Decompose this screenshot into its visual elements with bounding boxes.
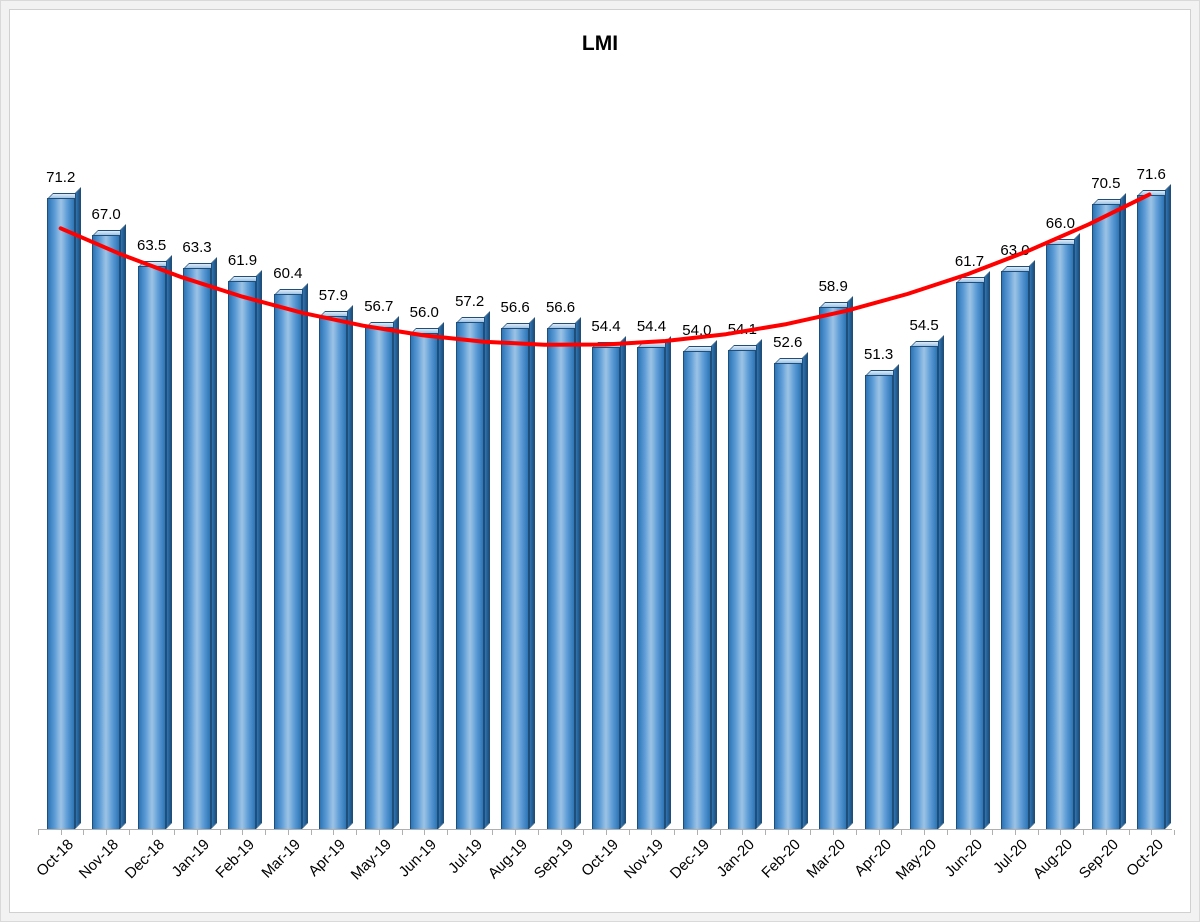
x-axis-label: Dec-18 [121, 836, 167, 882]
x-tick [492, 830, 493, 835]
x-tick [992, 830, 993, 835]
x-tick [152, 830, 153, 835]
x-tick [129, 830, 130, 835]
x-tick [1174, 830, 1175, 835]
x-tick [220, 830, 221, 835]
trendline-path [61, 195, 1150, 345]
x-tick [197, 830, 198, 835]
x-axis-label: Jul-19 [445, 836, 486, 877]
x-tick [1038, 830, 1039, 835]
x-tick [38, 830, 39, 835]
x-axis-label: Mar-19 [258, 836, 304, 882]
x-tick [424, 830, 425, 835]
x-tick [1151, 830, 1152, 835]
x-tick [833, 830, 834, 835]
x-tick [538, 830, 539, 835]
x-axis-label: Sep-20 [1076, 836, 1122, 882]
x-axis-label: Nov-18 [76, 836, 122, 882]
x-tick [970, 830, 971, 835]
x-tick [924, 830, 925, 835]
x-tick [606, 830, 607, 835]
x-tick [402, 830, 403, 835]
x-tick [947, 830, 948, 835]
x-axis-label: Aug-19 [485, 836, 531, 882]
x-tick [742, 830, 743, 835]
x-tick [333, 830, 334, 835]
x-tick [1106, 830, 1107, 835]
x-axis-label: Jun-20 [941, 836, 985, 880]
x-tick [561, 830, 562, 835]
x-tick [629, 830, 630, 835]
x-tick [788, 830, 789, 835]
chart-title: LMI [10, 32, 1190, 56]
x-tick [674, 830, 675, 835]
x-axis-label: Oct-20 [1123, 836, 1167, 880]
chart-panel: LMI 71.267.063.563.361.960.457.956.756.0… [9, 9, 1191, 913]
x-axis-label: Jun-19 [396, 836, 440, 880]
plot-area: 71.267.063.563.361.960.457.956.756.057.2… [38, 120, 1172, 830]
x-tick [879, 830, 880, 835]
chart-outer-frame: LMI 71.267.063.563.361.960.457.956.756.0… [0, 0, 1200, 922]
x-tick [901, 830, 902, 835]
x-axis-label: Mar-20 [804, 836, 850, 882]
x-tick [515, 830, 516, 835]
x-axis-label: Feb-19 [213, 836, 259, 882]
x-tick [765, 830, 766, 835]
x-tick [265, 830, 266, 835]
x-tick [1083, 830, 1084, 835]
x-tick [356, 830, 357, 835]
x-tick [288, 830, 289, 835]
x-axis-label: May-19 [347, 836, 394, 883]
x-tick [1015, 830, 1016, 835]
x-axis-label: Dec-19 [667, 836, 713, 882]
x-tick [1129, 830, 1130, 835]
x-axis-label: Feb-20 [758, 836, 804, 882]
x-axis-label: May-20 [893, 836, 940, 883]
x-tick [61, 830, 62, 835]
x-tick [651, 830, 652, 835]
x-tick [83, 830, 84, 835]
x-axis-label: Oct-18 [33, 836, 77, 880]
x-tick [856, 830, 857, 835]
x-axis-label: Apr-20 [851, 836, 895, 880]
x-tick [810, 830, 811, 835]
x-tick [470, 830, 471, 835]
x-tick [311, 830, 312, 835]
x-axis-label: Jan-19 [169, 836, 213, 880]
x-axis-label: Jan-20 [714, 836, 758, 880]
x-tick [720, 830, 721, 835]
x-axis-label: Nov-19 [621, 836, 667, 882]
x-axis-label: Apr-19 [306, 836, 350, 880]
x-tick [174, 830, 175, 835]
trendline [38, 120, 1172, 830]
x-axis-label: Aug-20 [1030, 836, 1076, 882]
x-tick [583, 830, 584, 835]
x-tick [379, 830, 380, 835]
x-axis-label: Jul-20 [990, 836, 1031, 877]
x-axis-labels: Oct-18Nov-18Dec-18Jan-19Feb-19Mar-19Apr-… [38, 830, 1172, 900]
x-tick [106, 830, 107, 835]
x-axis-label: Oct-19 [578, 836, 622, 880]
x-tick [447, 830, 448, 835]
x-tick [697, 830, 698, 835]
x-tick [1060, 830, 1061, 835]
x-tick [242, 830, 243, 835]
x-axis-label: Sep-19 [530, 836, 576, 882]
